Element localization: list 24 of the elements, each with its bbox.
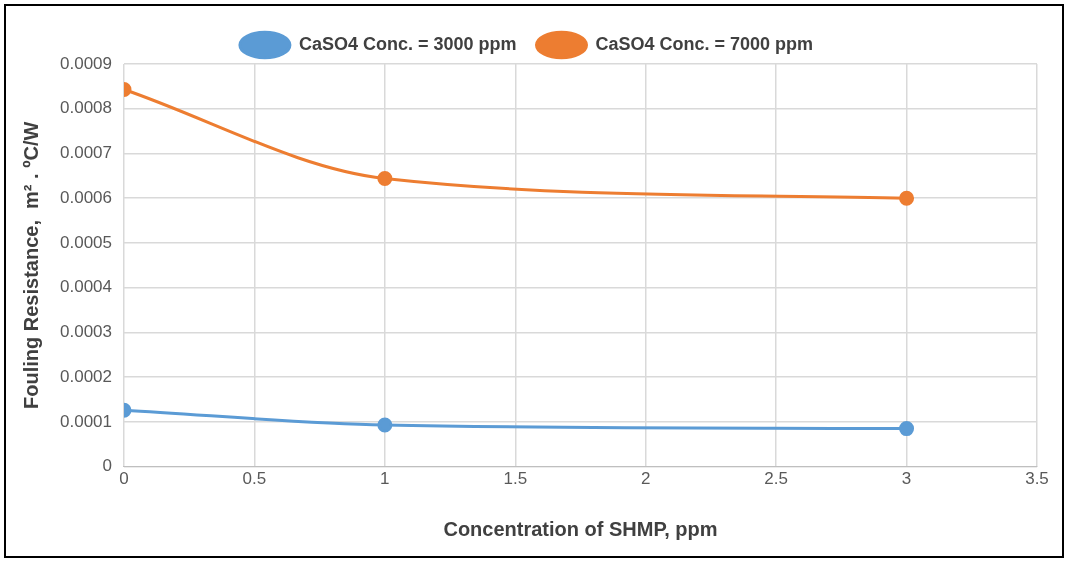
legend-label: CaSO4 Conc. = 7000 ppm xyxy=(595,33,814,54)
y-tick-label: 0.0008 xyxy=(60,98,112,118)
y-axis-title: Fouling Resistance, m² . ºC/W xyxy=(19,121,42,409)
legend-label: CaSO4 Conc. = 3000 ppm xyxy=(298,33,517,54)
y-tick-label: 0.0003 xyxy=(60,322,112,342)
y-tick-label: 0.0009 xyxy=(60,53,112,73)
x-tick-label: 0 xyxy=(119,469,129,489)
x-tick-label: 3 xyxy=(901,469,912,489)
y-tick-label: 0.0006 xyxy=(60,187,112,207)
y-tick-label: 0.0005 xyxy=(60,232,112,252)
x-tick-label: 2.5 xyxy=(764,469,788,489)
y-tick-label: 0.0004 xyxy=(60,277,112,297)
point xyxy=(899,190,915,206)
x-tick-label: 1 xyxy=(380,469,390,489)
x-tick-label: 3.5 xyxy=(1025,469,1049,489)
y-tick-label: 0.0001 xyxy=(60,411,112,431)
y-tick-label: 0 xyxy=(102,456,112,476)
y-tick-label: 0.0002 xyxy=(60,366,112,386)
x-tick-label: 2 xyxy=(640,469,651,489)
x-axis-title: Concentration of SHMP, ppm xyxy=(443,517,718,540)
y-tick-label: 0.0007 xyxy=(60,143,112,163)
point xyxy=(899,421,915,437)
x-tick-label: 1.5 xyxy=(503,469,528,489)
x-tick-label: 0.5 xyxy=(242,469,267,489)
